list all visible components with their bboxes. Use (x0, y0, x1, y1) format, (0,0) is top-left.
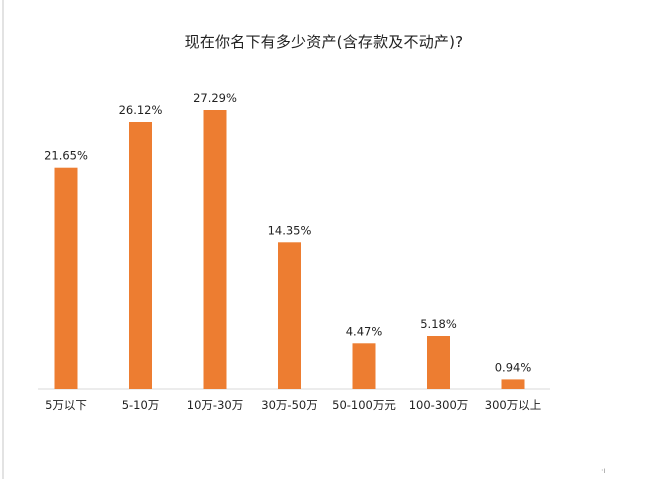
bar-2 (203, 110, 227, 389)
chart-title: 现在你名下有多少资产(含存款及不动产)? (184, 33, 464, 51)
bar-3 (278, 242, 301, 389)
value-label-3: 14.35% (268, 223, 312, 237)
category-labels-group: 5万以下 5-10万 10万-30万 30万-50万 50-100万元 100-300万 3… (45, 398, 541, 412)
value-label-0: 21.65% (44, 149, 88, 163)
value-labels-group: 21.65% 26.12% 27.29% 14.35% 4.47% 5.18% 0.94% (44, 91, 531, 374)
value-label-2: 27.29% (193, 91, 237, 105)
value-label-4: 4.47% (346, 324, 383, 338)
bars-group (54, 110, 525, 389)
category-label-6: 300万以上 (485, 398, 541, 412)
category-label-5: 100-300万 (409, 398, 469, 412)
bar-6 (501, 379, 525, 389)
corner-mark: ·ı (601, 466, 606, 475)
category-label-3: 30万-50万 (261, 398, 317, 412)
category-label-0: 5万以下 (45, 398, 87, 412)
bar-1 (129, 122, 152, 389)
frame-border (2, 0, 4, 479)
value-label-1: 26.12% (119, 103, 163, 117)
value-label-6: 0.94% (495, 360, 532, 374)
value-label-5: 5.18% (420, 317, 457, 331)
bar-4 (352, 343, 376, 389)
bar-0 (54, 167, 78, 389)
category-label-2: 10万-30万 (187, 398, 243, 412)
bar-5 (427, 336, 450, 389)
category-label-1: 5-10万 (122, 398, 160, 412)
category-label-4: 50-100万元 (332, 398, 396, 412)
